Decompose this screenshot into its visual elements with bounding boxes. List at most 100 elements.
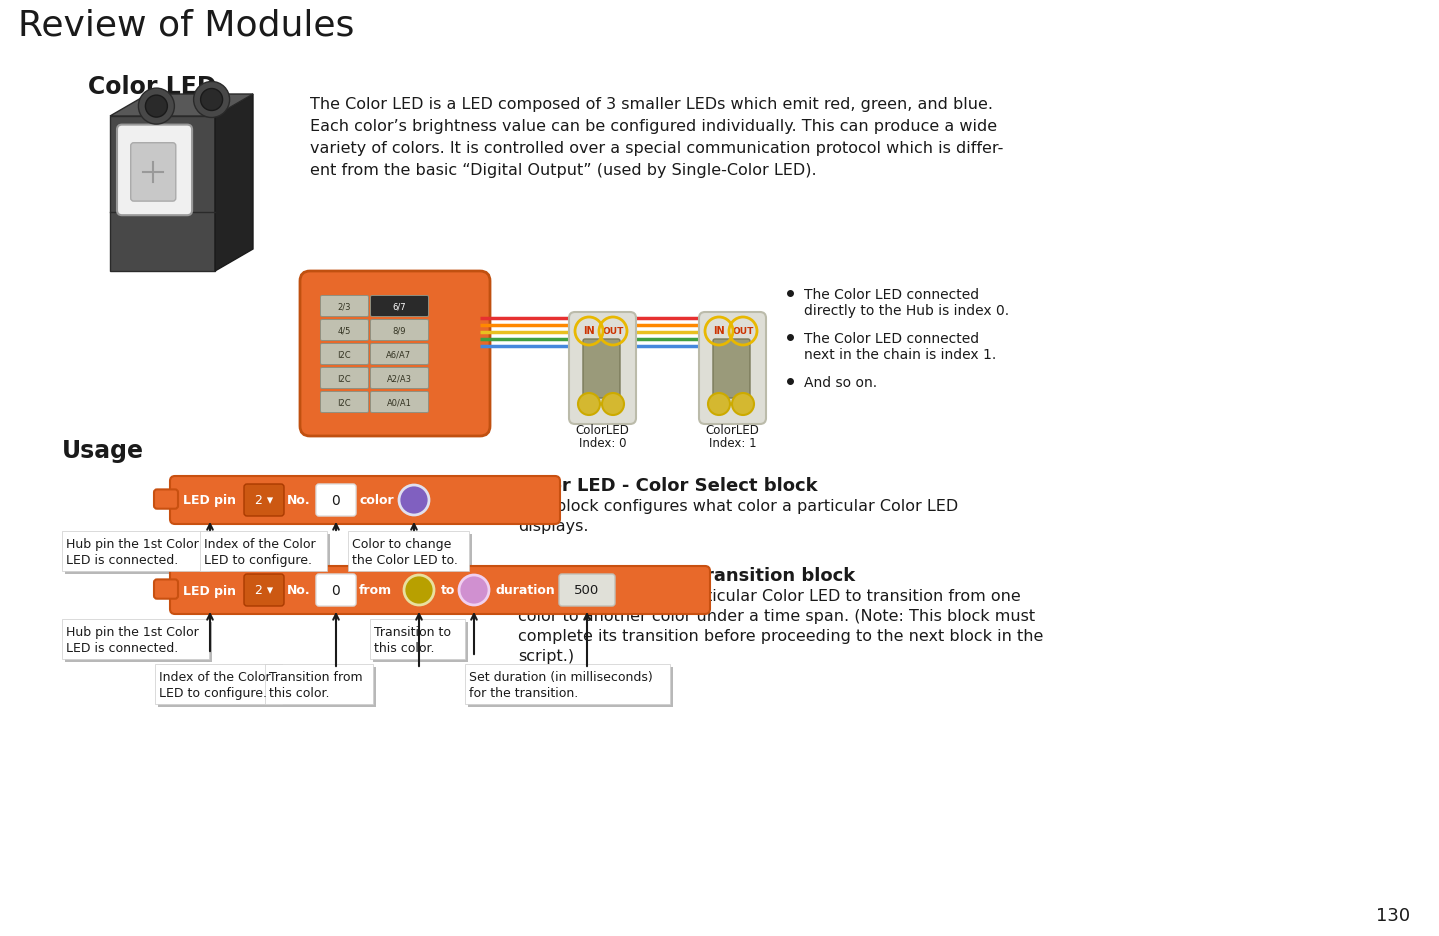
FancyBboxPatch shape [321,320,368,341]
Text: IN: IN [583,326,594,336]
FancyBboxPatch shape [155,665,282,704]
Text: A0/A1: A0/A1 [387,398,412,407]
FancyBboxPatch shape [265,665,373,704]
Polygon shape [109,95,253,117]
Text: And so on.: And so on. [804,375,878,389]
FancyBboxPatch shape [699,313,766,425]
FancyBboxPatch shape [65,622,212,663]
FancyBboxPatch shape [317,575,355,607]
Text: 4/5: 4/5 [337,326,351,335]
FancyBboxPatch shape [158,667,285,708]
Text: Transition from: Transition from [269,670,363,683]
Text: This block configures what color a particular Color LED: This block configures what color a parti… [518,499,958,514]
Text: script.): script.) [518,649,574,664]
FancyBboxPatch shape [583,340,620,399]
Polygon shape [109,117,214,271]
FancyBboxPatch shape [117,125,191,216]
Text: Hub pin the 1st Color: Hub pin the 1st Color [66,625,199,638]
Text: LED to configure.: LED to configure. [158,686,268,699]
FancyBboxPatch shape [321,392,368,413]
Text: Transition to: Transition to [374,625,450,638]
Text: A2/A3: A2/A3 [387,374,412,383]
Text: A6/A7: A6/A7 [387,350,412,359]
Text: The Color LED connected: The Color LED connected [804,331,979,345]
Text: LED pin: LED pin [183,494,236,507]
Text: LED is connected.: LED is connected. [66,553,178,566]
Text: ent from the basic “Digital Output” (used by Single-Color LED).: ent from the basic “Digital Output” (use… [309,163,816,178]
Text: Color LED - Color Select block: Color LED - Color Select block [518,476,817,494]
Text: 8/9: 8/9 [393,326,406,335]
FancyBboxPatch shape [558,575,614,607]
Circle shape [404,576,435,606]
Circle shape [459,576,489,606]
FancyBboxPatch shape [170,476,560,524]
Circle shape [578,393,600,416]
Text: Hub pin the 1st Color: Hub pin the 1st Color [66,537,199,550]
FancyBboxPatch shape [200,532,327,571]
Text: ColorLED: ColorLED [576,424,629,436]
FancyBboxPatch shape [131,143,176,202]
Text: Set duration (in milliseconds): Set duration (in milliseconds) [469,670,653,683]
Text: LED pin: LED pin [183,584,236,597]
Text: No.: No. [286,494,311,507]
Text: color: color [358,494,394,507]
Circle shape [200,90,223,111]
Text: 500: 500 [574,584,600,597]
FancyBboxPatch shape [62,620,209,659]
Circle shape [145,96,167,118]
FancyBboxPatch shape [170,566,709,614]
Text: the Color LED to.: the Color LED to. [353,553,458,566]
FancyBboxPatch shape [348,532,469,571]
Text: Index: 0: Index: 0 [578,436,626,449]
FancyBboxPatch shape [468,667,673,708]
Text: Color to change: Color to change [353,537,452,550]
Text: No.: No. [286,584,311,597]
Text: The Color LED is a LED composed of 3 smaller LEDs which emit red, green, and blu: The Color LED is a LED composed of 3 sma… [309,97,993,112]
Text: Index of the Color: Index of the Color [158,670,271,683]
Text: Usage: Usage [62,439,144,462]
FancyBboxPatch shape [370,296,429,317]
FancyBboxPatch shape [370,344,429,365]
Text: ColorLED: ColorLED [705,424,760,436]
Text: 6/7: 6/7 [393,302,406,311]
Text: LED is connected.: LED is connected. [66,641,178,654]
Text: this color.: this color. [374,641,435,654]
Text: Color LED - Color Transition block: Color LED - Color Transition block [518,566,855,584]
FancyBboxPatch shape [154,490,178,509]
FancyBboxPatch shape [370,368,429,389]
Text: variety of colors. It is controlled over a special communication protocol which : variety of colors. It is controlled over… [309,140,1003,155]
FancyBboxPatch shape [245,485,283,517]
FancyBboxPatch shape [321,368,368,389]
Text: 2 ▾: 2 ▾ [255,584,273,597]
FancyBboxPatch shape [154,579,178,599]
Text: The Color LED connected: The Color LED connected [804,287,979,301]
Text: this color.: this color. [269,686,330,699]
Text: 0: 0 [331,583,341,597]
Text: This block causes a particular Color LED to transition from one: This block causes a particular Color LED… [518,589,1020,604]
Text: Index: 1: Index: 1 [708,436,757,449]
FancyBboxPatch shape [568,313,636,425]
Circle shape [602,393,625,416]
FancyBboxPatch shape [370,392,429,413]
Text: Review of Modules: Review of Modules [19,9,354,43]
FancyBboxPatch shape [317,485,355,517]
FancyBboxPatch shape [65,534,212,575]
FancyBboxPatch shape [370,320,429,341]
Text: duration: duration [496,584,555,597]
Text: 2 ▾: 2 ▾ [255,494,273,507]
Text: complete its transition before proceeding to the next block in the: complete its transition before proceedin… [518,628,1043,643]
Text: 0: 0 [331,493,341,507]
FancyBboxPatch shape [299,271,491,436]
Text: Each color’s brightness value can be configured individually. This can produce a: Each color’s brightness value can be con… [309,119,997,134]
Text: color to another color under a time span. (Note: This block must: color to another color under a time span… [518,608,1035,623]
Text: OUT: OUT [603,326,623,335]
FancyBboxPatch shape [712,340,750,399]
FancyBboxPatch shape [321,296,368,317]
FancyBboxPatch shape [465,665,671,704]
Text: from: from [358,584,391,597]
Circle shape [708,393,730,416]
Text: for the transition.: for the transition. [469,686,578,699]
Text: 130: 130 [1376,906,1410,924]
Text: Color LED: Color LED [88,75,216,99]
FancyBboxPatch shape [351,534,472,575]
